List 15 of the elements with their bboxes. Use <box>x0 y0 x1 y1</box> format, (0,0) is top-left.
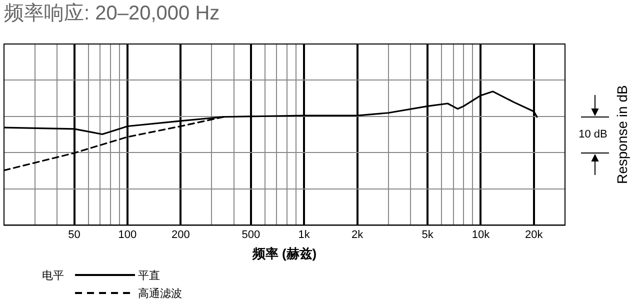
x-tick-label: 50 <box>68 228 80 241</box>
x-tick-label: 100 <box>118 228 137 241</box>
legend-label: 平直 <box>138 268 160 282</box>
x-tick-label: 200 <box>171 228 190 241</box>
x-tick-label: 1k <box>298 228 310 241</box>
chart-title: 频率响应: 20–20,000 Hz <box>4 2 220 25</box>
x-tick-label: 500 <box>242 228 260 241</box>
x-tick-label: 2k <box>351 228 364 241</box>
legend-title: 电平 <box>41 268 65 282</box>
x-tick-label: 5k <box>422 228 434 241</box>
y-axis-title: Response in dB <box>614 85 630 184</box>
legend-label: 高通滤波 <box>138 286 182 300</box>
x-tick-label: 20k <box>525 228 544 241</box>
x-axis-title: 频率 (赫兹) <box>251 246 317 261</box>
x-tick-label: 10k <box>472 228 490 241</box>
